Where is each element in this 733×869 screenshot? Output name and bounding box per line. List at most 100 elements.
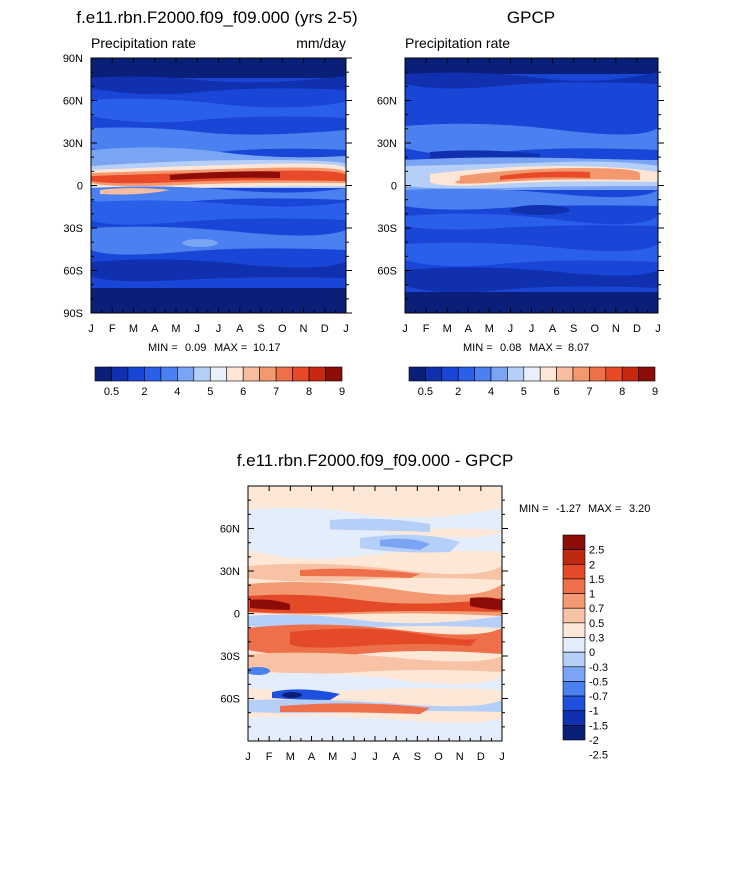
x-tick-label: A bbox=[392, 751, 400, 763]
colorbar-label: 9 bbox=[339, 386, 345, 398]
colorbar-label: -1.5 bbox=[589, 720, 608, 732]
colorbar-swatch bbox=[562, 710, 586, 726]
colorbar-label: 0.5 bbox=[589, 618, 604, 630]
colorbar-label: 2 bbox=[589, 559, 595, 571]
model-units-label: mm/day bbox=[296, 35, 346, 51]
x-tick-label: M bbox=[443, 323, 452, 335]
x-tick-label: J bbox=[88, 323, 94, 335]
colorbar-label: 1 bbox=[589, 589, 595, 601]
x-tick-label: F bbox=[423, 323, 430, 335]
y-tick-label: 60N bbox=[220, 524, 240, 536]
model-contour-field bbox=[91, 58, 346, 313]
x-tick-label: N bbox=[612, 323, 620, 335]
x-tick-label: F bbox=[266, 751, 273, 763]
y-tick-label: 30S bbox=[377, 223, 397, 235]
colorbar-swatch bbox=[562, 666, 586, 682]
difference-panel-title: f.e11.rbn.F2000.f09_f09.000 - GPCP bbox=[237, 451, 514, 470]
x-tick-label: A bbox=[465, 323, 473, 335]
colorbar-swatch bbox=[226, 366, 244, 382]
colorbar-swatch bbox=[308, 366, 326, 382]
x-tick-label: D bbox=[321, 323, 329, 335]
x-tick-label: A bbox=[151, 323, 159, 335]
model-max-value: 10.17 bbox=[253, 342, 281, 354]
colorbar-label: 5 bbox=[521, 386, 527, 398]
colorbar-swatch bbox=[111, 366, 129, 382]
y-tick-label: 90S bbox=[63, 308, 83, 320]
y-tick-label: 30N bbox=[63, 138, 83, 150]
colorbar-label: -2.5 bbox=[589, 750, 608, 762]
colorbar-swatch bbox=[562, 593, 586, 609]
colorbar-label: 6 bbox=[554, 386, 560, 398]
gpcp-colorbar: 0.5 2 4 5 6 7 8 9 bbox=[408, 366, 658, 398]
difference-y-axis: 60N 30N 0 30S 60S bbox=[220, 499, 508, 728]
model-max-label: MAX = bbox=[214, 342, 247, 354]
x-tick-label: J bbox=[343, 323, 349, 335]
colorbar-swatch bbox=[144, 366, 162, 382]
difference-colorbar: 2.5 2 1.5 1 0.7 0.5 0.3 0 -0.3 -0.5 -0.7 -1 -1.5 -2 -2… bbox=[562, 534, 608, 762]
colorbar-label: 0.5 bbox=[418, 386, 433, 398]
x-tick-label: J bbox=[372, 751, 378, 763]
x-tick-label: D bbox=[477, 751, 485, 763]
colorbar-swatch bbox=[325, 366, 343, 382]
colorbar-label: -0.5 bbox=[589, 676, 608, 688]
colorbar-swatch bbox=[193, 366, 211, 382]
colorbar-swatch bbox=[562, 607, 586, 624]
y-tick-label: 30N bbox=[377, 138, 397, 150]
x-tick-label: J bbox=[508, 323, 514, 335]
gpcp-max-value: 8.07 bbox=[568, 342, 589, 354]
colorbar-swatch bbox=[621, 366, 639, 382]
colorbar-label: 7 bbox=[273, 386, 279, 398]
y-tick-label: 60S bbox=[220, 694, 240, 706]
colorbar-swatch bbox=[589, 366, 607, 382]
colorbar-swatch bbox=[474, 366, 492, 382]
colorbar-label: 6 bbox=[240, 386, 246, 398]
colorbar-label: 4 bbox=[488, 386, 494, 398]
x-tick-label: M bbox=[129, 323, 138, 335]
colorbar-swatch bbox=[562, 549, 586, 565]
gpcp-contour-field bbox=[405, 58, 658, 313]
colorbar-swatch bbox=[94, 366, 112, 382]
x-tick-label: O bbox=[278, 323, 287, 335]
model-min-value: 0.09 bbox=[185, 342, 206, 354]
model-panel-title: f.e11.rbn.F2000.f09_f09.000 (yrs 2-5) bbox=[76, 8, 357, 27]
colorbar-label: 7 bbox=[586, 386, 592, 398]
difference-panel: f.e11.rbn.F2000.f09_f09.000 - GPCP bbox=[220, 451, 651, 763]
colorbar-swatch bbox=[425, 366, 443, 382]
x-tick-label: J bbox=[245, 751, 251, 763]
colorbar-swatch bbox=[605, 366, 623, 382]
colorbar-label: -1 bbox=[589, 706, 599, 718]
model-panel: f.e11.rbn.F2000.f09_f09.000 (yrs 2-5) Pr… bbox=[63, 8, 358, 398]
colorbar-swatch bbox=[275, 366, 293, 382]
x-tick-label: J bbox=[655, 323, 661, 335]
x-tick-label: A bbox=[549, 323, 557, 335]
model-y-axis: 90N 60N 30N 0 30S 60S 90S bbox=[63, 53, 352, 320]
x-tick-label: O bbox=[590, 323, 599, 335]
colorbar-label: 5 bbox=[207, 386, 213, 398]
x-tick-label: J bbox=[216, 323, 222, 335]
x-tick-label: A bbox=[308, 751, 316, 763]
colorbar-swatch bbox=[160, 366, 178, 382]
y-tick-label: 60N bbox=[63, 96, 83, 108]
colorbar-label: -0.7 bbox=[589, 691, 608, 703]
colorbar-swatch bbox=[562, 681, 586, 697]
colorbar-label: 8 bbox=[306, 386, 312, 398]
y-tick-label: 0 bbox=[234, 609, 240, 621]
colorbar-swatch bbox=[638, 366, 656, 382]
y-tick-label: 0 bbox=[391, 181, 397, 193]
x-tick-label: N bbox=[300, 323, 308, 335]
y-tick-label: 90N bbox=[63, 53, 83, 65]
difference-min-label: MIN = bbox=[519, 503, 549, 515]
colorbar-label: -0.3 bbox=[589, 662, 608, 674]
colorbar-swatch bbox=[562, 725, 586, 741]
gpcp-panel-title: GPCP bbox=[507, 8, 555, 27]
colorbar-swatch bbox=[562, 534, 586, 550]
colorbar-label: 0.7 bbox=[589, 603, 604, 615]
gpcp-min-label: MIN = bbox=[463, 342, 493, 354]
colorbar-swatch bbox=[562, 578, 586, 594]
colorbar-label: 0.5 bbox=[104, 386, 119, 398]
x-tick-label: O bbox=[434, 751, 443, 763]
colorbar-label: 0.3 bbox=[589, 633, 604, 645]
